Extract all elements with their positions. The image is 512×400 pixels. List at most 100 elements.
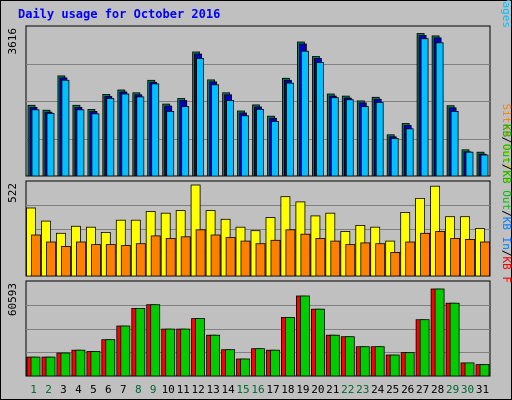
panel-kb-max-label: 60593 (6, 283, 19, 316)
bar-kb-kb-out-day-20 (314, 308, 325, 377)
bar-visits-sites-sites-day-14 (225, 237, 236, 277)
x-tick-label-day-28: 28 (431, 383, 444, 396)
bar-visits-sites-sites-day-9 (150, 235, 161, 277)
bar-visits-sites-sites-day-22 (345, 244, 356, 277)
bar-hits-files-pages-pages-day-23 (360, 106, 369, 177)
bar-hits-files-pages-pages-day-4 (76, 109, 85, 177)
bar-visits-sites-sites-day-3 (61, 245, 71, 277)
legend-entry: KB Out (500, 124, 512, 164)
bar-kb-kb-out-day-9 (150, 304, 161, 377)
x-tick-label-day-10: 10 (162, 383, 175, 396)
bar-visits-sites-sites-day-19 (300, 233, 311, 277)
bar-hits-files-pages-pages-day-10 (166, 111, 175, 177)
bar-hits-files-pages-pages-day-13 (211, 84, 220, 177)
x-tick-label-day-14: 14 (221, 383, 235, 396)
x-tick-label-day-12: 12 (191, 383, 204, 396)
bar-kb-kb-out-day-5 (90, 351, 101, 377)
bar-kb-kb-out-day-11 (180, 328, 191, 377)
bar-visits-sites-sites-day-31 (480, 241, 490, 277)
legend-entry: Sites (500, 104, 512, 137)
bar-kb-kb-out-day-31 (479, 364, 490, 377)
bar-kb-kb-out-day-17 (270, 349, 280, 377)
bar-kb-kb-out-day-3 (60, 352, 71, 377)
bar-hits-files-pages-pages-day-12 (196, 58, 205, 177)
bar-visits-sites-sites-day-25 (390, 252, 401, 277)
bar-hits-files-pages-pages-day-3 (61, 79, 70, 177)
bar-hits-files-pages-pages-day-21 (330, 97, 339, 177)
bar-visits-sites-sites-day-7 (120, 245, 131, 277)
legend-entry: KB Out (500, 170, 512, 210)
x-tick-label-day-17: 17 (266, 383, 279, 396)
bar-visits-sites-sites-day-15 (240, 240, 251, 277)
x-tick-label-day-25: 25 (386, 383, 399, 396)
x-tick-label-day-20: 20 (311, 383, 324, 396)
bar-kb-kb-out-day-10 (165, 328, 176, 377)
bar-hits-files-pages-pages-day-15 (241, 115, 249, 177)
bar-hits-files-pages-pages-day-16 (256, 109, 264, 177)
x-tick-label-day-11: 11 (177, 383, 190, 396)
bar-hits-files-pages-pages-day-2 (46, 113, 55, 177)
bar-visits-sites-sites-day-5 (91, 244, 101, 277)
bar-visits-sites-sites-day-6 (105, 244, 116, 277)
bar-hits-files-pages-pages-day-20 (315, 62, 324, 177)
bar-hits-files-pages-pages-day-25 (390, 138, 399, 177)
x-tick-label-day-3: 3 (60, 383, 67, 396)
bar-hits-files-pages-pages-day-7 (121, 93, 130, 177)
bar-hits-files-pages-pages-day-14 (226, 100, 235, 177)
bar-hits-files-pages-pages-day-8 (136, 96, 145, 177)
x-tick-label-day-18: 18 (281, 383, 294, 396)
bar-hits-files-pages-pages-day-28 (435, 42, 444, 177)
bar-visits-sites-sites-day-29 (450, 238, 461, 277)
bar-kb-kb-out-day-26 (404, 352, 415, 377)
bar-visits-sites-sites-day-24 (375, 243, 386, 277)
bar-hits-files-pages-pages-day-29 (450, 111, 459, 177)
x-tick-label-day-19: 19 (296, 383, 309, 396)
bar-kb-kb-out-day-18 (284, 316, 295, 377)
bar-kb-kb-out-day-1 (30, 356, 41, 377)
panel-hits-files-pages-legend: Hits/Files/Pages (500, 0, 512, 28)
bar-kb-kb-out-day-12 (195, 318, 206, 377)
x-tick-label-day-29: 29 (446, 383, 459, 396)
x-tick-label-day-1: 1 (30, 383, 37, 396)
bar-hits-files-pages-pages-day-24 (375, 102, 384, 177)
panel-visits-sites-legend: Sites/Visits (500, 104, 512, 184)
bar-hits-files-pages-pages-day-26 (405, 128, 414, 177)
bar-kb-kb-out-day-8 (135, 307, 146, 377)
bar-visits-sites-sites-day-2 (46, 241, 56, 277)
chart-title: Daily usage for October 2016 (18, 7, 220, 21)
bar-visits-sites-sites-day-4 (76, 241, 86, 277)
bar-visits-sites-sites-day-27 (420, 232, 431, 277)
x-tick-label-day-30: 30 (461, 383, 474, 396)
bar-kb-kb-out-day-16 (255, 348, 265, 377)
x-tick-label-day-13: 13 (206, 383, 219, 396)
bar-kb-kb-out-day-23 (359, 346, 370, 377)
bar-kb-kb-out-day-2 (45, 356, 56, 377)
x-tick-label-day-7: 7 (120, 383, 127, 396)
panel-kb-legend: KB Out/KB Out/KB In/KB F (500, 124, 512, 283)
panel-visits-sites-max-label: 522 (6, 183, 19, 203)
bar-visits-sites-sites-day-1 (31, 234, 41, 277)
bar-hits-files-pages-pages-day-6 (106, 98, 115, 177)
bar-kb-kb-out-day-4 (75, 349, 86, 377)
bar-visits-sites-sites-day-20 (315, 238, 326, 277)
legend-entry: / (500, 137, 512, 144)
x-tick-label-day-4: 4 (75, 383, 82, 396)
bar-visits-sites-sites-day-21 (330, 240, 341, 277)
bar-hits-files-pages-pages-day-5 (91, 113, 100, 177)
legend-entry: / (500, 164, 512, 171)
bar-visits-sites-sites-day-10 (165, 238, 176, 277)
bar-hits-files-pages-pages-day-22 (345, 99, 354, 177)
bar-kb-kb-out-day-28 (434, 288, 445, 377)
x-tick-label-day-8: 8 (135, 383, 142, 396)
bar-hits-files-pages-pages-day-17 (271, 121, 279, 177)
legend-entry: KB In (500, 217, 512, 250)
bar-kb-kb-out-day-15 (240, 358, 250, 377)
bar-hits-files-pages-pages-day-11 (181, 106, 190, 177)
bar-hits-files-pages-pages-day-18 (285, 82, 294, 177)
bar-hits-files-pages-pages-day-31 (480, 154, 489, 177)
bar-kb-kb-out-day-30 (464, 362, 475, 377)
bar-kb-kb-out-day-24 (374, 346, 385, 377)
bar-kb-kb-out-day-22 (344, 336, 355, 377)
bar-kb-kb-out-day-25 (389, 354, 400, 377)
